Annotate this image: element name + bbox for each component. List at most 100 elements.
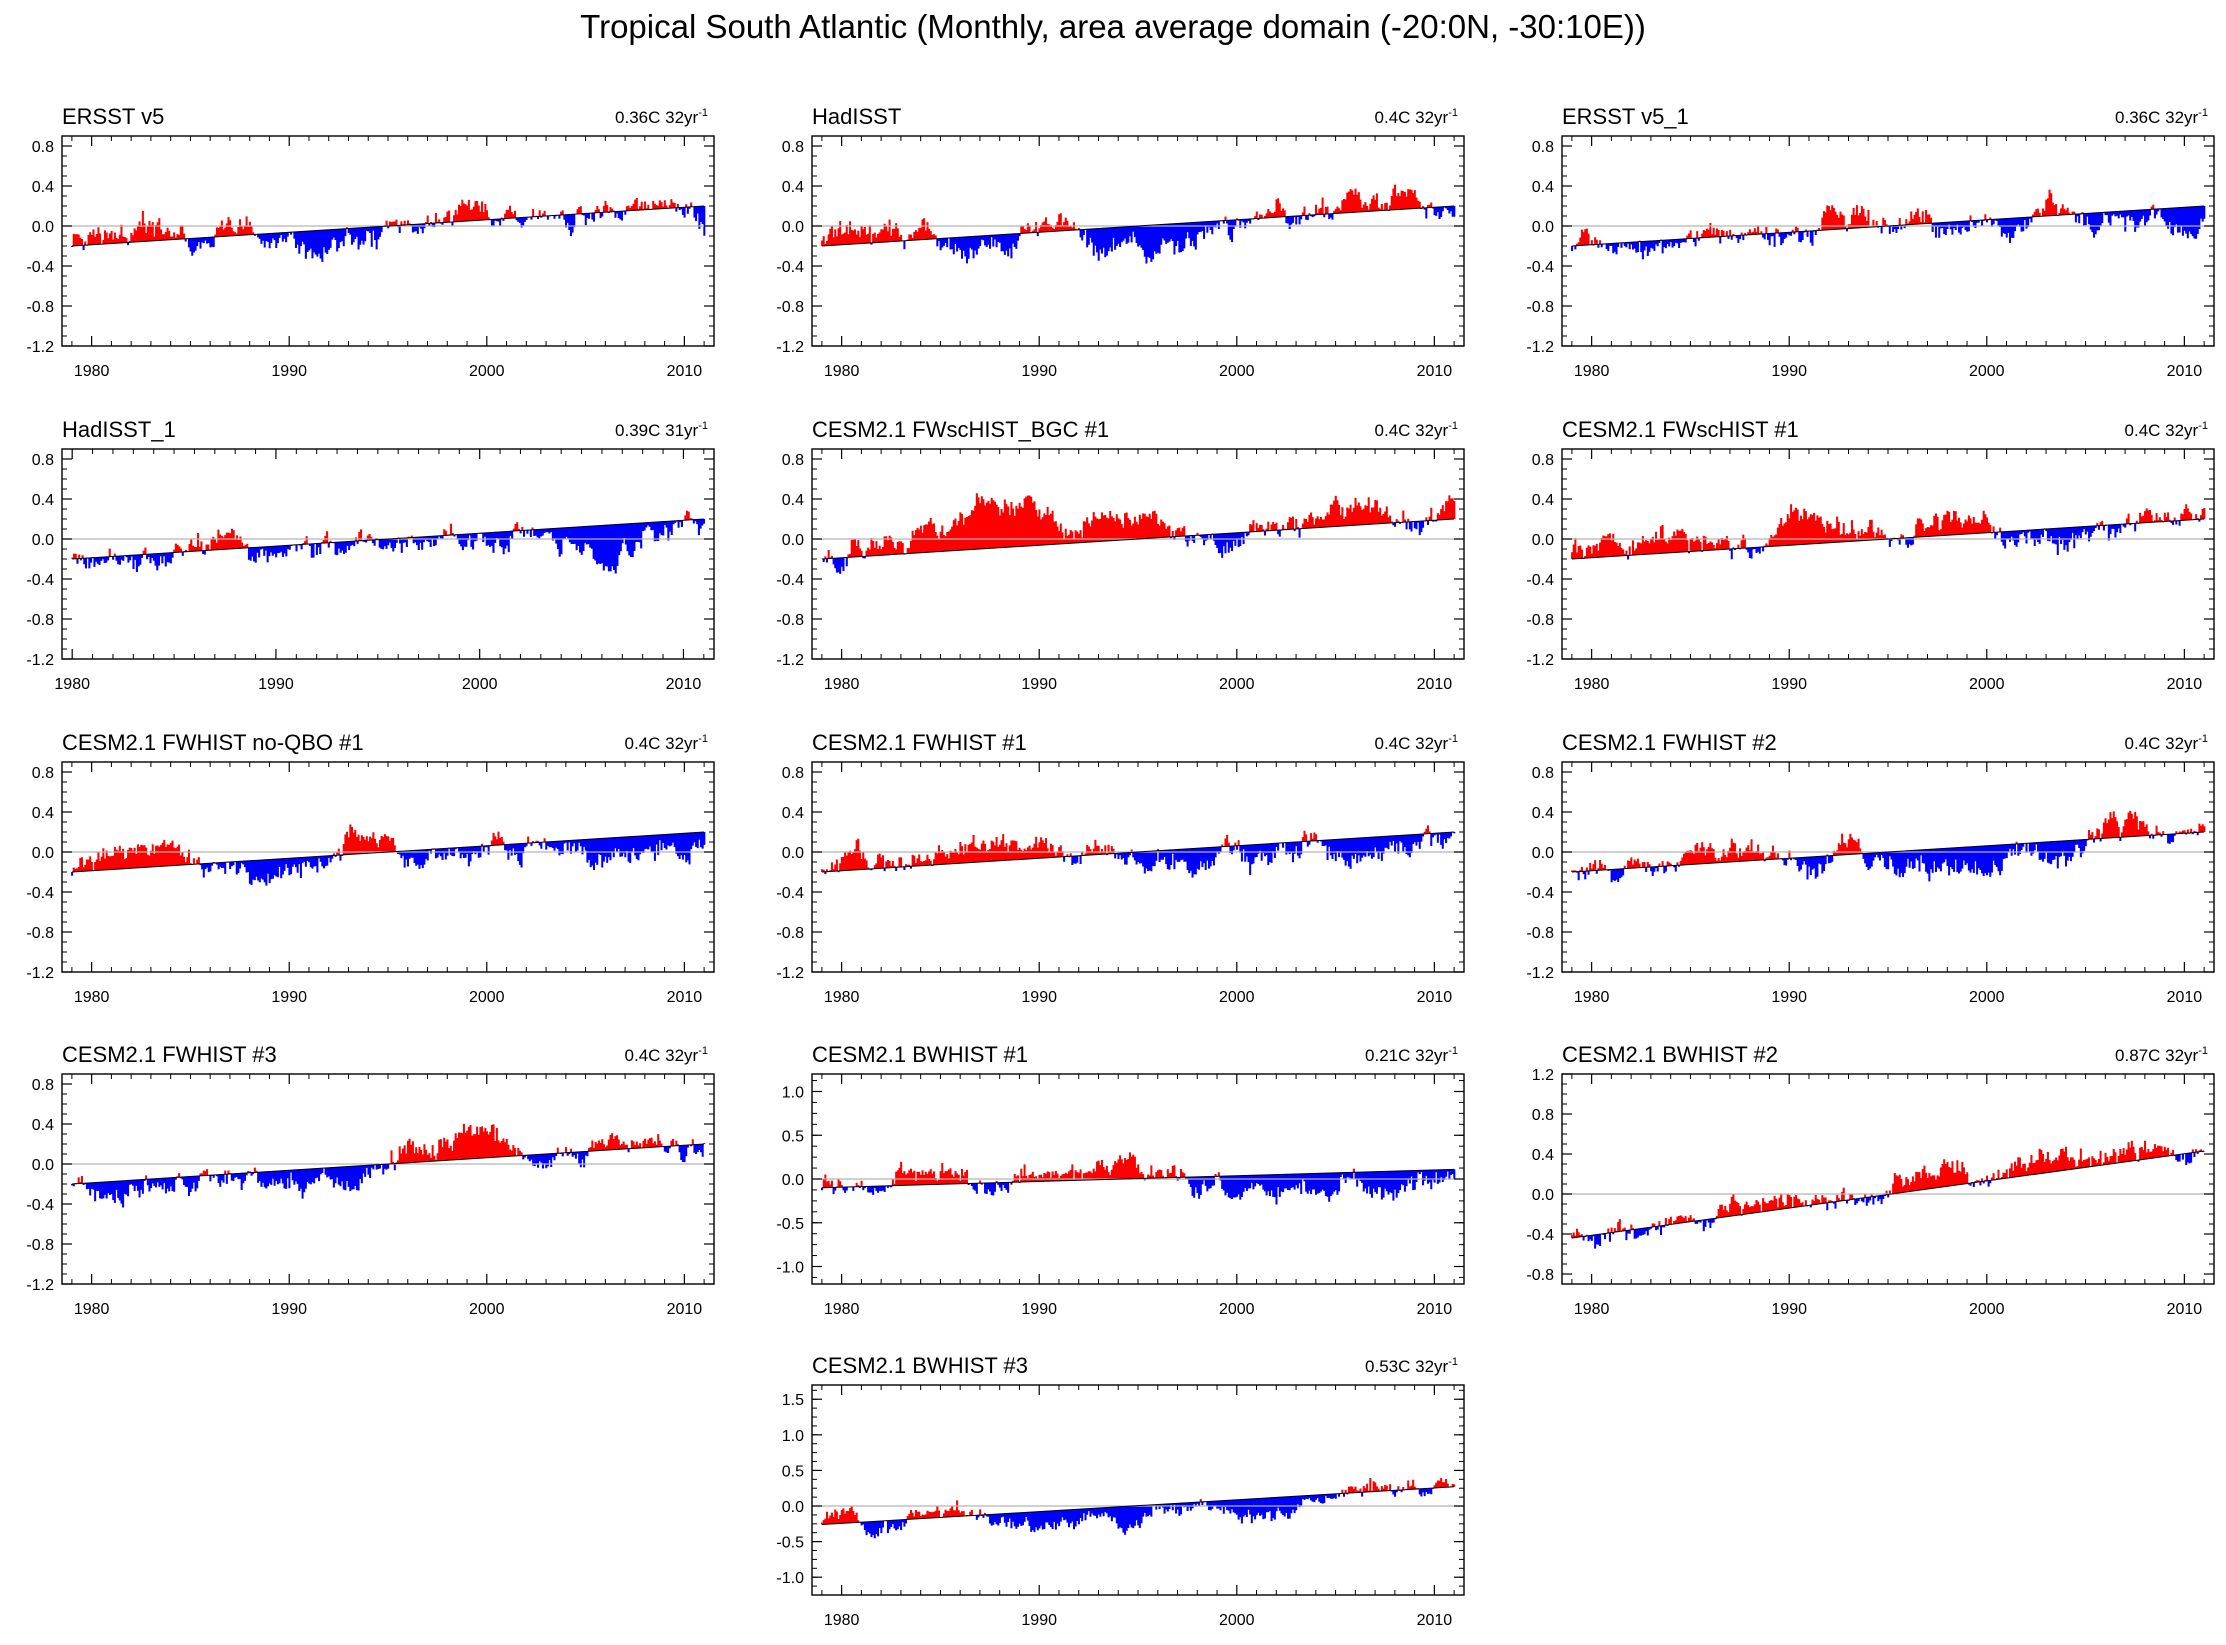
x-tick-label: 2000 [1969, 676, 2005, 693]
x-tick-label: 2000 [469, 989, 505, 1006]
y-tick-label: 0.8 [1532, 1107, 1554, 1124]
trend-label: 0.53C 32yr-1 [1365, 1356, 1458, 1376]
y-tick-label: 0.8 [32, 452, 54, 469]
positive-anomaly [821, 1478, 1456, 1525]
y-tick-label: 0.8 [782, 139, 804, 156]
y-tick-label: 0.8 [782, 765, 804, 782]
x-tick-label: 2000 [469, 363, 505, 380]
chart-panel-10: CESM2.1 FWHIST #3 0.4C 32yr-1 0.8 0.4 0.0 -0.… [26, 1042, 715, 1318]
x-tick-label: 1980 [824, 363, 860, 380]
y-tick-label: 0.4 [32, 179, 54, 196]
x-tick-label: 1990 [1771, 989, 1807, 1006]
x-tick-label: 1980 [1574, 989, 1610, 1006]
positive-anomaly [72, 198, 694, 246]
x-tick-label: 2000 [469, 1301, 505, 1318]
y-tick-label: 0.8 [32, 1077, 54, 1094]
y-tick-label: 0.8 [1532, 765, 1554, 782]
y-tick-label: 0.0 [782, 532, 804, 549]
trend-label: 0.4C 32yr-1 [1375, 420, 1458, 440]
chart-panel-13: CESM2.1 BWHIST #3 0.53C 32yr-1 1.5 1.0 0.5 0.… [776, 1353, 1465, 1629]
panel-title: HadISST [812, 104, 901, 129]
y-tick-label: -0.4 [776, 572, 804, 589]
x-tick-label: 1990 [1021, 363, 1057, 380]
x-tick-label: 2010 [1417, 1301, 1453, 1318]
y-tick-label: 0.8 [32, 765, 54, 782]
panel-title: CESM2.1 BWHIST #1 [812, 1042, 1028, 1067]
y-tick-label: -0.8 [776, 925, 804, 942]
y-tick-label: 0.8 [32, 139, 54, 156]
y-tick-label: -0.5 [776, 1216, 804, 1233]
positive-anomaly [1575, 189, 2155, 246]
anomaly-area [821, 825, 1456, 878]
trend-label: 0.87C 32yr-1 [2115, 1045, 2208, 1065]
y-tick-label: 0.0 [1532, 219, 1554, 236]
x-tick-label: 2000 [1969, 1301, 2005, 1318]
y-tick-label: 0.5 [782, 1128, 804, 1145]
y-tick-label: 1.5 [782, 1392, 804, 1409]
anomaly-area [1571, 1140, 2206, 1249]
x-tick-label: 1990 [1771, 676, 1807, 693]
y-tick-label: -0.8 [776, 299, 804, 316]
y-tick-label: -0.4 [26, 259, 54, 276]
x-tick-label: 2010 [666, 676, 702, 693]
y-tick-label: 1.2 [1532, 1067, 1554, 1084]
positive-anomaly [72, 824, 546, 872]
y-tick-label: -1.0 [776, 1570, 804, 1587]
y-tick-label: 0.0 [32, 845, 54, 862]
trend-label: 0.4C 32yr-1 [625, 1045, 708, 1065]
panel-title: CESM2.1 FWscHIST_BGC #1 [812, 417, 1109, 442]
x-tick-label: 2010 [667, 989, 703, 1006]
trend-line [72, 518, 704, 560]
y-tick-label: -1.2 [776, 339, 804, 356]
chart-panel-7: CESM2.1 FWHIST no-QBO #1 0.4C 32yr-1 0.8 0.… [26, 730, 715, 1006]
y-tick-label: -0.8 [776, 612, 804, 629]
x-tick-label: 1990 [1021, 1612, 1057, 1629]
x-tick-label: 2000 [1219, 363, 1255, 380]
anomaly-area [821, 1478, 1456, 1539]
y-tick-label: -1.0 [776, 1260, 804, 1277]
y-tick-label: -0.4 [26, 572, 54, 589]
trend-label: 0.39C 31yr-1 [615, 420, 708, 440]
x-tick-label: 1980 [74, 989, 110, 1006]
y-tick-label: -0.4 [776, 259, 804, 276]
negative-anomaly [870, 206, 1456, 264]
x-tick-label: 1990 [1771, 1301, 1807, 1318]
panel-title: ERSST v5 [62, 104, 164, 129]
anomaly-area [1571, 504, 2206, 560]
plot-frame [811, 448, 1465, 660]
y-tick-label: 0.0 [782, 219, 804, 236]
x-tick-label: 2010 [1417, 1612, 1453, 1629]
anomaly-area [821, 184, 1456, 264]
x-tick-label: 1990 [271, 989, 307, 1006]
x-tick-label: 1990 [1021, 989, 1057, 1006]
anomaly-area [71, 510, 706, 574]
y-tick-label: 0.8 [1532, 452, 1554, 469]
positive-anomaly [821, 184, 1433, 246]
y-tick-label: -0.4 [1526, 885, 1554, 902]
x-tick-label: 1990 [271, 363, 307, 380]
y-tick-label: 0.4 [1532, 492, 1554, 509]
x-tick-label: 1990 [258, 676, 294, 693]
anomaly-area [1571, 810, 2206, 883]
y-tick-label: -0.5 [776, 1535, 804, 1552]
x-tick-label: 1990 [271, 1301, 307, 1318]
y-tick-label: 0.0 [782, 845, 804, 862]
y-tick-label: -0.8 [1526, 299, 1554, 316]
y-tick-label: 0.4 [782, 492, 804, 509]
anomaly-area [821, 493, 1456, 574]
chart-panel-9: CESM2.1 FWHIST #2 0.4C 32yr-1 0.8 0.4 0.0 -0.… [1526, 730, 2215, 1006]
y-tick-label: 0.5 [782, 1463, 804, 1480]
trend-line [1571, 518, 2205, 560]
y-tick-label: 0.4 [1532, 1147, 1554, 1164]
plot-frame [61, 761, 715, 973]
x-tick-label: 1980 [74, 363, 110, 380]
x-tick-label: 2010 [1417, 989, 1453, 1006]
anomaly-area [71, 198, 706, 262]
x-tick-label: 2000 [1969, 989, 2005, 1006]
anomaly-area [1571, 189, 2206, 260]
x-tick-label: 2010 [2167, 363, 2203, 380]
y-tick-label: 0.4 [782, 179, 804, 196]
y-tick-label: -1.2 [26, 652, 54, 669]
y-tick-label: -1.2 [26, 1277, 54, 1294]
